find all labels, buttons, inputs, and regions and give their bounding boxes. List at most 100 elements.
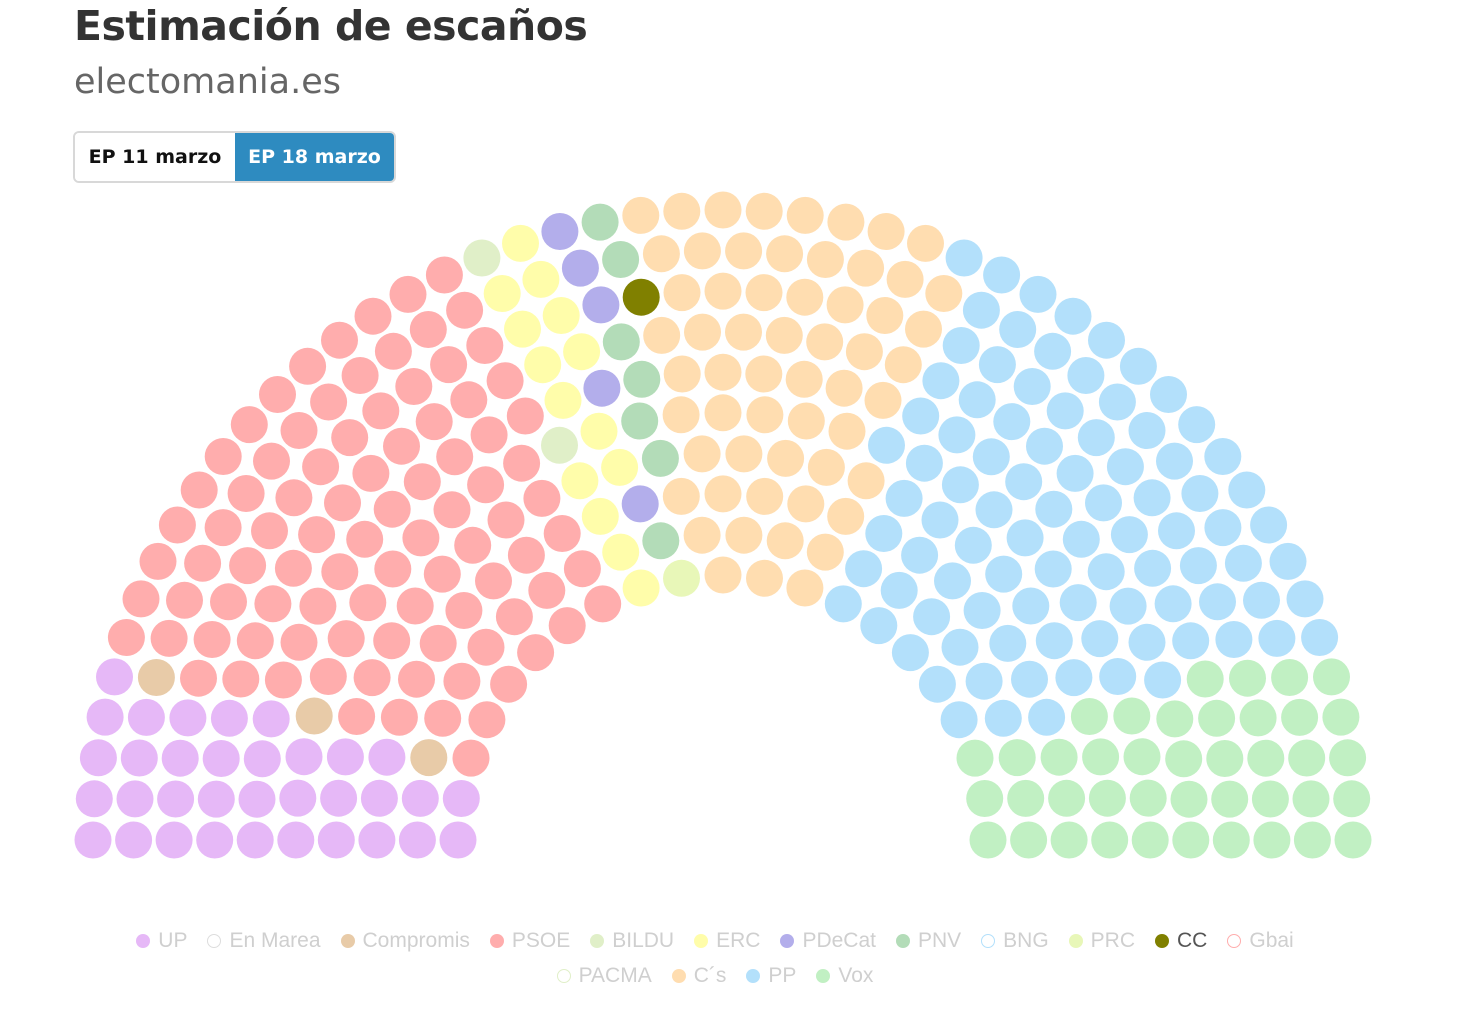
seat-pp — [865, 515, 903, 552]
legend-item-bildu[interactable]: BILDU — [590, 929, 674, 952]
seat-c-s — [622, 196, 660, 234]
seat-pp — [993, 403, 1031, 441]
seat-psoe — [468, 701, 506, 739]
seat-compromis — [137, 659, 175, 696]
legend-item-prc[interactable]: PRC — [1068, 929, 1135, 952]
seat-vox — [1334, 821, 1372, 859]
seat-psoe — [341, 357, 379, 394]
legend-item-bng[interactable]: BNG — [981, 929, 1049, 952]
legend-item-pp[interactable]: PP — [746, 964, 796, 987]
seat-psoe — [373, 622, 411, 660]
seat-up — [358, 821, 396, 859]
seat-psoe — [430, 346, 468, 384]
seat-psoe — [204, 438, 242, 475]
seat-vox — [956, 739, 994, 777]
seat-psoe — [490, 665, 528, 703]
seat-psoe — [346, 520, 384, 558]
seat-compromis — [410, 739, 448, 777]
date-tabs: EP 11 marzo EP 18 marzo — [73, 131, 396, 183]
seat-c-s — [745, 274, 783, 312]
seat-up — [120, 739, 158, 777]
parliament-chart — [74, 191, 1372, 859]
seat-psoe — [396, 587, 434, 625]
seat-pp — [1054, 297, 1092, 335]
seat-pp — [1081, 620, 1119, 658]
legend: UP En Marea Compromis PSOE BILDU ERC PDe… — [95, 929, 1335, 987]
legend-swatch-cs — [671, 969, 686, 983]
seat-c-s — [725, 435, 763, 473]
seat-pp — [1204, 438, 1242, 475]
seat-c-s — [765, 316, 803, 354]
seat-psoe — [275, 479, 313, 517]
seat-up — [74, 821, 112, 859]
seat-c-s — [806, 323, 844, 361]
seat-psoe — [204, 509, 242, 547]
seat-up — [238, 780, 276, 818]
seat-up — [96, 658, 133, 696]
seat-c-s — [766, 522, 804, 560]
legend-item-pdecat[interactable]: PDeCat — [780, 929, 876, 952]
legend-label-erc: ERC — [716, 929, 761, 952]
seat-psoe — [373, 490, 411, 528]
seat-psoe — [210, 583, 247, 621]
seat-c-s — [704, 353, 742, 391]
legend-swatch-pdecat — [780, 934, 795, 948]
seat-c-s — [905, 310, 942, 348]
tab-ep-18-marzo[interactable]: EP 18 marzo — [235, 133, 394, 181]
legend-label-pdecat: PDeCat — [802, 929, 876, 952]
seat-psoe — [321, 553, 359, 591]
legend-item-en-marea[interactable]: En Marea — [207, 929, 321, 952]
seat-prc — [663, 559, 700, 597]
seat-erc — [502, 224, 539, 262]
seat-vox — [1212, 821, 1250, 859]
legend-item-psoe[interactable]: PSOE — [489, 929, 570, 952]
seat-psoe — [389, 275, 427, 313]
seat-c-s — [787, 485, 825, 523]
seat-psoe — [251, 512, 288, 550]
legend-item-cs[interactable]: C´s — [671, 964, 726, 987]
legend-item-gbai[interactable]: Gbai — [1227, 929, 1294, 952]
seat-erc — [483, 275, 521, 312]
seat-pp — [1110, 516, 1148, 554]
seat-pp — [1085, 484, 1122, 522]
seat-pp — [999, 311, 1037, 348]
seat-c-s — [683, 232, 721, 270]
seat-pp — [1034, 550, 1072, 588]
legend-item-vox[interactable]: Vox — [816, 964, 874, 987]
seat-c-s — [786, 196, 824, 234]
legend-item-up[interactable]: UP — [136, 929, 187, 952]
seat-psoe — [236, 622, 274, 660]
seat-pp — [1062, 520, 1100, 558]
tab-ep-11-marzo[interactable]: EP 11 marzo — [75, 133, 235, 181]
seat-c-s — [845, 333, 883, 371]
legend-item-erc[interactable]: ERC — [694, 929, 761, 952]
seat-c-s — [886, 260, 924, 298]
seat-pnv — [602, 323, 640, 361]
seat-c-s — [704, 475, 742, 513]
legend-label-en-marea: En Marea — [229, 929, 321, 952]
seat-c-s — [827, 497, 865, 535]
seat-pp — [1134, 549, 1172, 587]
seat-vox — [1070, 698, 1108, 735]
legend-label-vox: Vox — [838, 964, 874, 987]
seat-erc — [542, 297, 580, 334]
seat-c-s — [642, 235, 680, 273]
seat-pp — [1179, 547, 1217, 585]
seat-psoe — [264, 661, 302, 699]
legend-item-compromis[interactable]: Compromis — [340, 929, 470, 952]
seat-up — [196, 821, 234, 859]
seat-pp — [1006, 519, 1044, 557]
seat-pp — [1035, 622, 1073, 660]
legend-item-pnv[interactable]: PNV — [895, 929, 961, 952]
seat-pp — [891, 634, 929, 672]
seat-c-s — [786, 278, 824, 316]
seat-pp — [1243, 581, 1280, 619]
seat-up — [161, 739, 199, 777]
seat-vox — [1281, 698, 1319, 736]
legend-item-pacma[interactable]: PACMA — [556, 964, 652, 987]
seat-psoe — [259, 376, 296, 413]
seat-erc — [580, 412, 618, 450]
legend-item-cc[interactable]: CC — [1155, 929, 1207, 952]
seat-pp — [921, 501, 959, 539]
seat-up — [360, 779, 398, 817]
